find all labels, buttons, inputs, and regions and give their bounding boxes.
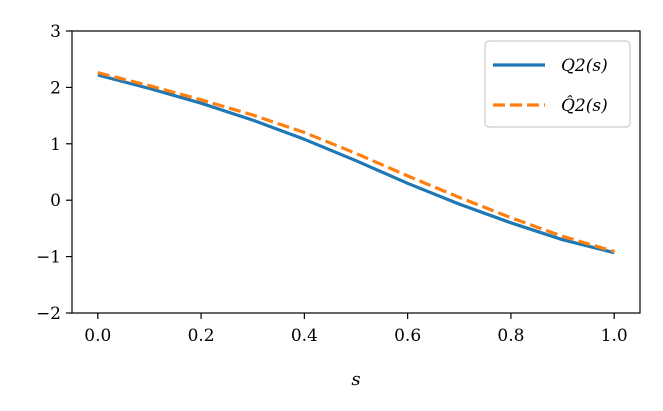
y-tick-label-4: 2 xyxy=(50,78,61,98)
axes-frame xyxy=(71,30,641,314)
x-axis-label: s xyxy=(351,369,360,390)
x-tick-label-3: 0.6 xyxy=(394,326,421,346)
axes: 0.0 0.2 0.4 0.6 0.8 1.0 −2 −1 0 1 2 3 s xyxy=(36,22,641,390)
legend-box xyxy=(484,40,631,128)
x-tick-label-4: 0.8 xyxy=(497,326,524,346)
y-tick-label-0: −2 xyxy=(36,304,61,324)
x-tick-label-2: 0.4 xyxy=(291,326,318,346)
series-line-1 xyxy=(97,71,615,254)
x-tick-label-0: 0.0 xyxy=(84,326,111,346)
x-tick-label-5: 1.0 xyxy=(601,326,628,346)
y-tick-label-2: 0 xyxy=(50,191,61,211)
y-tick-label-5: 3 xyxy=(50,22,61,42)
legend-label-0: Q2(s) xyxy=(561,56,608,76)
plot-area xyxy=(97,71,615,255)
legend-label-1: Q̂2(s) xyxy=(561,96,608,116)
series-line-0 xyxy=(97,73,615,255)
y-tick-label-3: 1 xyxy=(50,135,61,155)
x-tick-label-1: 0.2 xyxy=(188,326,215,346)
legend: Q2(s) Q̂2(s) xyxy=(484,40,631,128)
y-tick-label-1: −1 xyxy=(36,248,61,268)
